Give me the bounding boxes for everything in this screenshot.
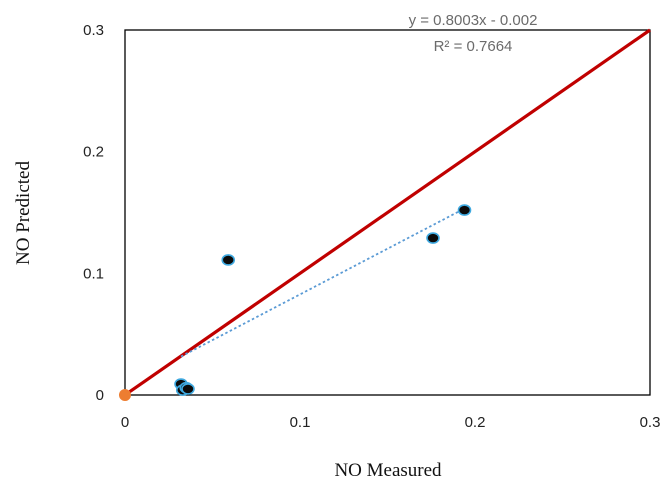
x-tick-label: 0 bbox=[121, 414, 129, 431]
data-point bbox=[221, 254, 236, 266]
data-points bbox=[174, 204, 472, 396]
x-tick-label: 0.1 bbox=[290, 414, 311, 431]
x-axis-title: NO Measured bbox=[334, 460, 442, 481]
trendline-equation: y = 0.8003x - 0.002 bbox=[409, 12, 538, 29]
data-point bbox=[426, 232, 440, 244]
x-axis-ticks: 0 0.1 0.2 0.3 bbox=[121, 414, 661, 431]
x-tick-label: 0.2 bbox=[465, 414, 486, 431]
y-tick-label: 0 bbox=[96, 387, 104, 404]
y-tick-label: 0.2 bbox=[83, 144, 104, 161]
y-tick-label: 0.3 bbox=[83, 22, 104, 39]
plot-area-frame bbox=[124, 29, 651, 396]
data-point bbox=[457, 204, 472, 216]
trendline bbox=[180, 207, 465, 358]
origin-marker bbox=[119, 389, 131, 401]
y-axis-title: NO Predicted bbox=[13, 161, 34, 265]
y-tick-label: 0.1 bbox=[83, 265, 104, 282]
x-tick-label: 0.3 bbox=[640, 414, 661, 431]
trendline-r-squared: R² = 0.7664 bbox=[434, 38, 513, 55]
identity-line bbox=[124, 28, 651, 397]
y-axis-ticks: 0 0.1 0.2 0.3 bbox=[83, 22, 104, 404]
data-point bbox=[181, 383, 195, 395]
